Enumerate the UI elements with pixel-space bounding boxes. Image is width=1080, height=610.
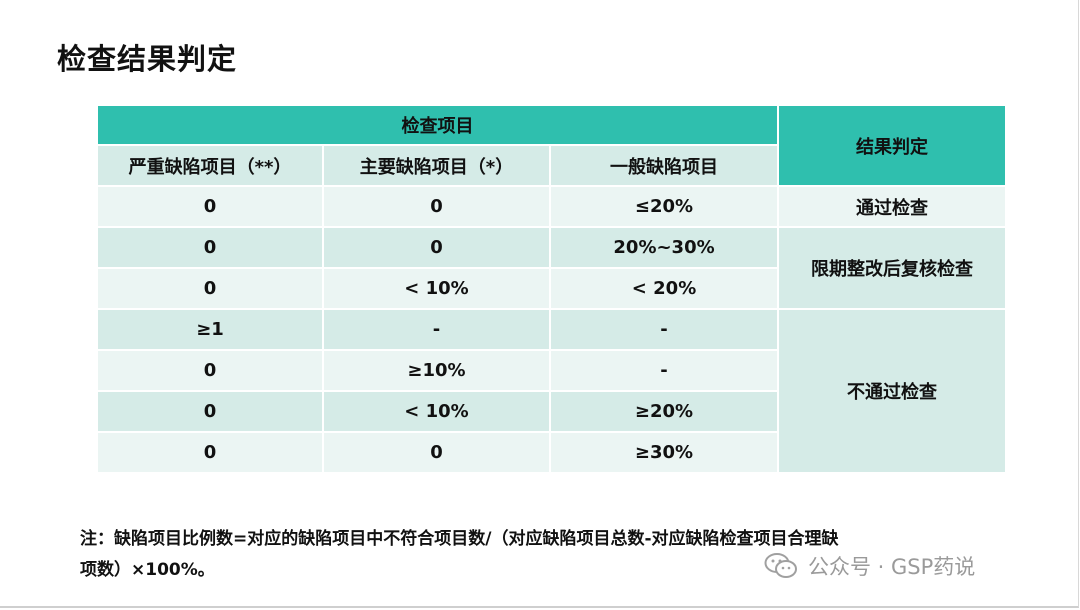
wechat-icon	[764, 553, 797, 578]
footnote: 注：缺陷项目比例数=对应的缺陷项目中不符合项目数/（对应缺陷项目总数-对应缺陷检…	[80, 524, 1010, 586]
table-row: 0 < 10% ≥20%	[96, 390, 1006, 433]
table-cell: 0	[322, 431, 551, 474]
column-header-major: 主要缺陷项目（*）	[322, 144, 551, 187]
result-fail: 不通过检查	[777, 308, 1008, 474]
table-cell: 20%~30%	[548, 226, 780, 269]
footnote-line: 项数）×100%。	[80, 560, 215, 580]
table-row: ≥1 - - 不通过检查	[96, 308, 1008, 474]
table-cell: 0	[96, 185, 324, 228]
header-result: 结果判定	[777, 104, 1008, 187]
footnote-line: 注：缺陷项目比例数=对应的缺陷项目中不符合项目数/（对应缺陷项目总数-对应缺陷检…	[80, 529, 839, 549]
table-cell: -	[548, 349, 780, 392]
table-cell: ≥10%	[322, 349, 551, 392]
column-header-critical: 严重缺陷项目（**）	[96, 144, 324, 187]
table-cell: 0	[96, 349, 324, 392]
result-rectify-recheck: 限期整改后复核检查	[777, 226, 1008, 310]
table-cell: < 10%	[322, 267, 551, 310]
table-cell: < 10%	[322, 390, 551, 433]
table-cell: -	[322, 308, 551, 351]
table-cell: ≥20%	[548, 390, 780, 433]
table-cell: 0	[322, 226, 551, 269]
table-row: 0 0 20%~30% 限期整改后复核检查	[96, 226, 1008, 310]
watermark-text: 公众号 · GSP药说	[808, 555, 976, 579]
table-row: 0 < 10% < 20%	[96, 267, 1006, 310]
table-cell: 0	[96, 431, 324, 474]
table-cell: 0	[96, 390, 324, 433]
table-cell: 0	[96, 267, 324, 310]
table-row: 0 0 ≤20% 通过检查	[96, 185, 1008, 228]
column-header-general: 一般缺陷项目	[548, 144, 780, 187]
inspection-result-table: 检查项目 结果判定 严重缺陷项目（**） 主要缺陷项目（*） 一般缺陷项目 0 …	[95, 104, 1008, 474]
table-cell: ≤20%	[548, 185, 780, 228]
table-cell: ≥30%	[548, 431, 780, 474]
table-row: 0 ≥10% -	[96, 349, 1006, 392]
page-title: 检查结果判定	[57, 42, 238, 76]
group-header-inspection-items: 检查项目	[95, 104, 780, 146]
table-cell: 0	[322, 185, 551, 228]
table-cell: < 20%	[548, 267, 780, 310]
result-pass: 通过检查	[777, 185, 1008, 228]
table-cell: -	[548, 308, 780, 351]
table-cell: ≥1	[96, 308, 324, 351]
table-cell: 0	[96, 226, 324, 269]
watermark: 公众号 · GSP药说	[764, 551, 975, 581]
table-row: 0 0 ≥30%	[96, 431, 1006, 474]
